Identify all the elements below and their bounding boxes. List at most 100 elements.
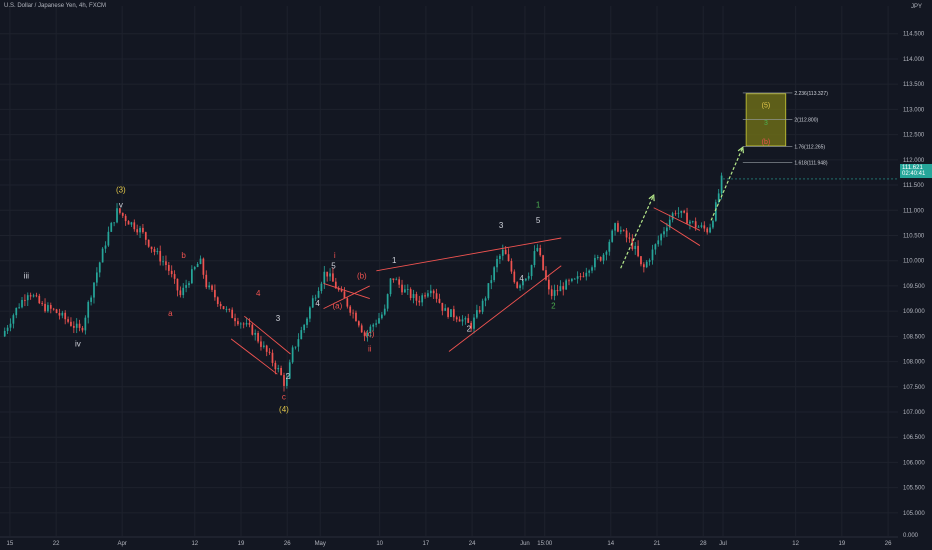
candle-body: [245, 323, 248, 325]
candle-body: [44, 303, 46, 312]
candle-body: [709, 227, 711, 233]
candle-body: [274, 362, 277, 370]
candle-body: [248, 323, 251, 325]
target-zone-box: [745, 93, 787, 147]
candle-body: [697, 226, 700, 228]
y-tick-label: 105.500: [903, 486, 925, 492]
wave-label: 2: [467, 324, 472, 333]
candle-body: [654, 244, 657, 250]
candle-body: [193, 267, 196, 270]
candle-body: [484, 298, 487, 301]
candle-body: [357, 321, 360, 326]
candle-body: [119, 208, 121, 213]
candle-body: [666, 227, 668, 232]
candle-body: [75, 323, 78, 328]
target-zone-label: (5): [762, 102, 771, 109]
trend-line: [244, 315, 291, 355]
candle-body: [617, 223, 619, 232]
target-zone-label: 3: [764, 120, 768, 127]
candle-body: [98, 262, 101, 273]
candle-body: [573, 278, 576, 280]
candle-body: [444, 308, 447, 311]
y-tick-label: 114.000: [903, 57, 925, 63]
y-tick-label: 107.000: [903, 410, 925, 416]
candle-body: [61, 312, 64, 316]
candle-body: [478, 310, 481, 312]
candle-body: [176, 278, 179, 291]
candle-body: [107, 231, 110, 246]
candle-body: [283, 375, 285, 386]
candle-body: [334, 281, 337, 289]
candle-body: [568, 280, 570, 282]
last-price-badge: 111.621 02:40:41: [900, 164, 932, 178]
candle-body: [306, 318, 308, 325]
y-tick-label: 105.000: [903, 511, 925, 517]
y-tick-label: 108.000: [903, 360, 925, 366]
candle-body: [691, 221, 694, 223]
candle-body: [378, 318, 380, 324]
candle-body: [72, 325, 75, 328]
wave-label: (3): [116, 186, 126, 195]
y-tick-label: 109.500: [903, 284, 925, 290]
candle-body: [470, 322, 472, 329]
candle-body: [424, 295, 426, 297]
candle-body: [714, 202, 717, 221]
candle-body: [239, 323, 242, 325]
trend-line: [376, 237, 562, 272]
candle-body: [450, 309, 452, 317]
candle-body: [58, 313, 61, 316]
candle-body: [522, 280, 524, 286]
candle-body: [314, 297, 317, 299]
candle-body: [93, 282, 95, 298]
y-tick-label: 110.500: [903, 233, 925, 239]
trend-line: [323, 282, 370, 299]
fib-level-label: 1.76(112.265): [794, 144, 825, 150]
x-tick-label: 21: [654, 541, 661, 547]
wave-label: iv: [75, 339, 81, 348]
candle-body: [545, 270, 547, 280]
trend-line: [230, 338, 278, 375]
candle-body: [78, 323, 81, 328]
candle-body: [412, 294, 415, 299]
candle-body: [501, 249, 504, 256]
candle-body: [156, 251, 159, 252]
wave-label: (a): [333, 302, 343, 311]
candle-body: [116, 208, 118, 223]
candle-body: [608, 241, 611, 252]
candle-body: [355, 312, 357, 322]
x-tick-label: 24: [469, 541, 476, 547]
candle-body: [524, 278, 527, 281]
target-zone-label: (b): [762, 139, 771, 146]
candle-body: [352, 312, 354, 314]
candle-body: [311, 298, 314, 308]
wave-label: a: [168, 309, 173, 318]
candle-body: [637, 245, 639, 257]
candle-body: [383, 308, 386, 315]
x-tick-label: 19: [238, 541, 245, 547]
candle-body: [392, 278, 395, 281]
candle-body: [251, 324, 254, 335]
candle-body: [452, 309, 455, 318]
y-tick-label: 108.500: [903, 334, 925, 340]
candle-body: [438, 298, 441, 303]
candle-body: [398, 279, 401, 285]
x-tick-label: 14: [607, 541, 614, 547]
candle-body: [288, 362, 291, 379]
candle-body: [619, 230, 622, 232]
trend-line: [448, 265, 562, 352]
candle-body: [421, 295, 424, 303]
candle-body: [651, 249, 654, 261]
candle-body: [536, 247, 539, 252]
candle-body: [464, 318, 467, 320]
candle-body: [317, 291, 320, 298]
candle-body: [277, 367, 280, 370]
candle-body: [689, 221, 691, 224]
candle-body: [490, 280, 493, 284]
candle-body: [594, 257, 596, 268]
candle-body: [585, 272, 588, 277]
wave-label: c: [282, 392, 286, 401]
candle-body: [326, 271, 329, 277]
candle-body: [49, 305, 52, 309]
candle-body: [648, 260, 651, 262]
